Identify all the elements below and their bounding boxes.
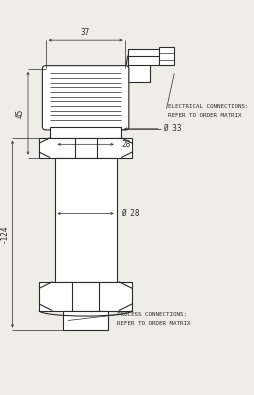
Text: REFER TO ORDER MATRIX: REFER TO ORDER MATRIX [117,321,190,326]
Text: 28: 28 [121,140,130,149]
Bar [55,158,117,282]
Text: -124: -124 [0,225,9,243]
Bar [64,310,108,331]
Text: Ø 28: Ø 28 [121,209,139,218]
Text: REFER TO ORDER MATRIX: REFER TO ORDER MATRIX [168,113,241,118]
Bar [159,47,174,64]
Bar [50,126,121,138]
Bar [128,51,150,82]
Bar [39,282,132,310]
Bar [39,138,132,158]
Text: Ø 33: Ø 33 [163,124,182,133]
Text: 45: 45 [16,109,25,118]
Text: 37: 37 [81,28,90,37]
FancyBboxPatch shape [42,66,129,130]
Text: PROCESS CONNECTIONS:: PROCESS CONNECTIONS: [117,312,187,318]
Bar [128,49,170,64]
Text: ELECTRICAL CONNECTIONS:: ELECTRICAL CONNECTIONS: [168,104,248,109]
